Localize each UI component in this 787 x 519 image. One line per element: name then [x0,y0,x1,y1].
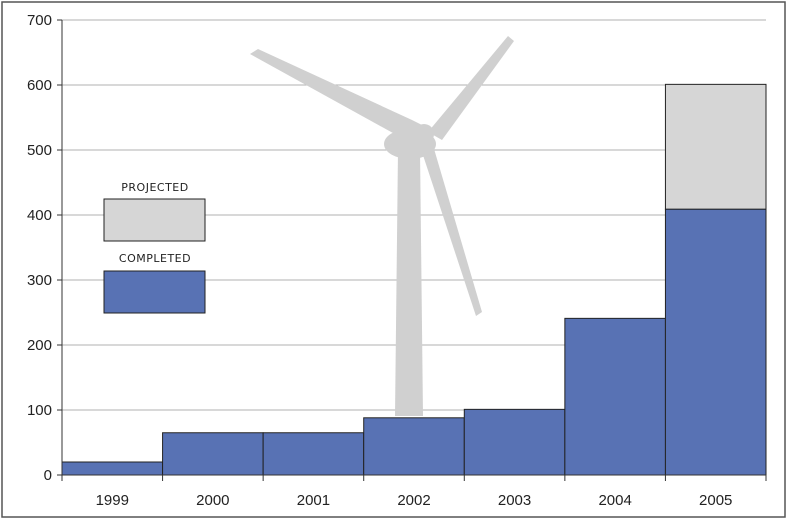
y-tick-label-300: 300 [27,272,52,289]
y-tick-label-0: 0 [44,467,52,484]
turbine-blade-right [428,36,514,140]
axes [57,19,767,481]
legend-label-projected: PROJECTED [121,181,188,194]
bars [61,83,767,476]
x-tick-label-2001: 2001 [297,492,330,509]
tick-labels: 0 100 200 300 400 500 600 700 1999 2000 2001 2002 20… [27,12,732,509]
bar-completed-2002 [363,417,465,476]
wind-turbine-graphic [250,36,514,416]
bar-completed-2001 [262,432,365,476]
bar-completed-2000 [162,432,264,476]
y-tick-label-400: 400 [27,207,52,224]
x-tick-label-2003: 2003 [498,492,531,509]
x-tick-label-2005: 2005 [699,492,732,509]
turbine-tower [395,150,423,416]
x-tick-label-2000: 2000 [196,492,229,509]
legend: PROJECTED COMPLETED [103,181,206,314]
bar-completed-1999 [61,461,164,476]
legend-swatch-projected [103,198,206,242]
turbine-blade-left [250,49,428,142]
y-tick-label-100: 100 [27,402,52,419]
y-tick-label-500: 500 [27,142,52,159]
legend-label-completed: COMPLETED [119,252,191,265]
legend-swatch-completed [103,270,206,314]
x-tick-label-2002: 2002 [397,492,430,509]
bar-projected-2005 [664,83,767,210]
y-tick-label-600: 600 [27,77,52,94]
y-tick-label-700: 700 [27,12,52,29]
bar-completed-2004 [564,317,666,476]
turbine-blade-down [418,140,482,316]
turbine-hub [414,124,434,144]
x-tick-label-2004: 2004 [598,492,631,509]
y-tick-label-200: 200 [27,337,52,354]
bar-completed-2003 [463,408,566,476]
bar-completed-2005 [664,208,767,476]
x-tick-label-1999: 1999 [96,492,129,509]
